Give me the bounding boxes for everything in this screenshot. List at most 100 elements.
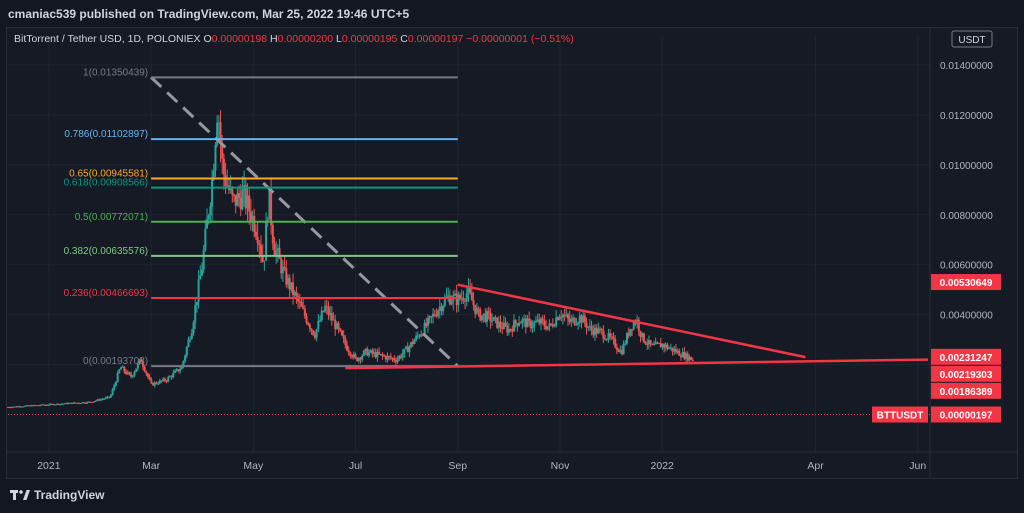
candle-body <box>86 401 89 404</box>
candle-body <box>226 185 229 187</box>
candle-body <box>531 326 534 329</box>
candle-body <box>437 310 440 316</box>
candle-body <box>599 328 602 330</box>
candle-body <box>379 353 382 355</box>
currency-badge <box>951 30 993 48</box>
candle-body <box>631 328 634 330</box>
candle-body <box>411 342 414 344</box>
candle-body <box>406 346 409 353</box>
candle-body <box>292 282 295 296</box>
candle-body <box>394 360 397 363</box>
candle-body <box>555 317 558 326</box>
tradingview-footer[interactable]: TradingView <box>10 486 104 504</box>
candle-body <box>13 406 16 408</box>
candle-body <box>590 325 593 331</box>
candle-body <box>671 347 674 352</box>
low-value: 0.00000195 <box>341 33 398 45</box>
candle-body <box>212 170 215 180</box>
candle-body <box>352 354 355 358</box>
candle-body <box>469 286 472 293</box>
candle-body <box>683 352 686 359</box>
candle-body <box>81 402 84 404</box>
candle-body <box>614 338 617 348</box>
candle-body <box>349 352 352 356</box>
candle-body <box>339 328 342 331</box>
candle-body <box>167 377 170 382</box>
candle-body <box>450 301 453 305</box>
candle-body <box>55 403 58 405</box>
candle-body <box>453 293 456 296</box>
open-value: 0.00000198 <box>211 33 268 45</box>
candle-body <box>588 325 591 327</box>
candle-body <box>496 317 499 328</box>
candle-body <box>546 326 549 330</box>
candle-body <box>313 335 316 338</box>
candle-body <box>332 319 335 321</box>
candle-body <box>362 350 365 356</box>
candle-body <box>482 313 485 316</box>
y-tick-label: 0.01000000 <box>940 161 993 172</box>
candle-body <box>121 366 124 368</box>
candle-body <box>477 308 480 310</box>
candle-body <box>597 328 600 334</box>
candle-body <box>457 294 460 305</box>
candle-body <box>96 399 99 401</box>
candle-body <box>600 328 603 331</box>
candle-body <box>386 355 389 360</box>
candle-body <box>12 406 15 408</box>
candle-body <box>238 193 241 198</box>
candle-body <box>158 380 161 384</box>
candle-body <box>140 359 143 363</box>
candle-body <box>101 399 104 401</box>
candle-body <box>94 400 97 402</box>
x-tick-label: May <box>243 460 264 472</box>
candle-body <box>398 355 401 360</box>
candle-body <box>77 402 80 404</box>
candle-body <box>104 397 107 399</box>
candle-body <box>649 340 652 345</box>
candle-body <box>310 328 313 331</box>
candle-body <box>312 330 315 336</box>
candle-body <box>533 322 536 327</box>
candle-body <box>632 322 635 330</box>
candle-body <box>357 357 360 361</box>
candle-body <box>185 346 188 356</box>
candle-body <box>69 402 72 404</box>
candle-body <box>286 277 289 285</box>
symbol-name[interactable]: BitTorrent / Tether USD, 1D, POLONIEX <box>14 33 201 45</box>
candle-body <box>610 336 613 338</box>
candle-body <box>82 402 85 404</box>
fib-level-0.618-label: 0.618(0.00908566) <box>64 178 149 189</box>
candle-body <box>295 291 298 297</box>
candle-body <box>141 362 144 367</box>
candle-body <box>494 317 497 319</box>
current-price-text: 0.00000197 <box>940 410 993 421</box>
candle-body <box>285 268 288 285</box>
candle-body <box>126 372 129 374</box>
candle-body <box>177 369 180 372</box>
price-label-box <box>931 274 1001 291</box>
candle-body <box>425 322 428 326</box>
candle-body <box>239 197 242 210</box>
candle-body <box>475 308 478 314</box>
candle-body <box>615 347 618 350</box>
candle-body <box>573 317 576 325</box>
candle-body <box>442 305 445 312</box>
candle-body <box>620 349 623 355</box>
candle-body <box>605 339 608 341</box>
candle-body <box>578 315 581 323</box>
candle-body <box>114 382 117 386</box>
candle-body <box>399 355 402 358</box>
candle-body <box>123 366 126 372</box>
candle-body <box>676 350 679 353</box>
candle-body <box>280 258 283 274</box>
candle-body <box>609 333 612 337</box>
candle-body <box>236 193 239 206</box>
candle-body <box>209 206 212 216</box>
candle-body <box>438 306 441 311</box>
candle-body <box>49 403 52 405</box>
y-tick-label: 0.01400000 <box>940 61 993 72</box>
candle-body <box>256 236 259 244</box>
candle-body <box>459 294 462 299</box>
